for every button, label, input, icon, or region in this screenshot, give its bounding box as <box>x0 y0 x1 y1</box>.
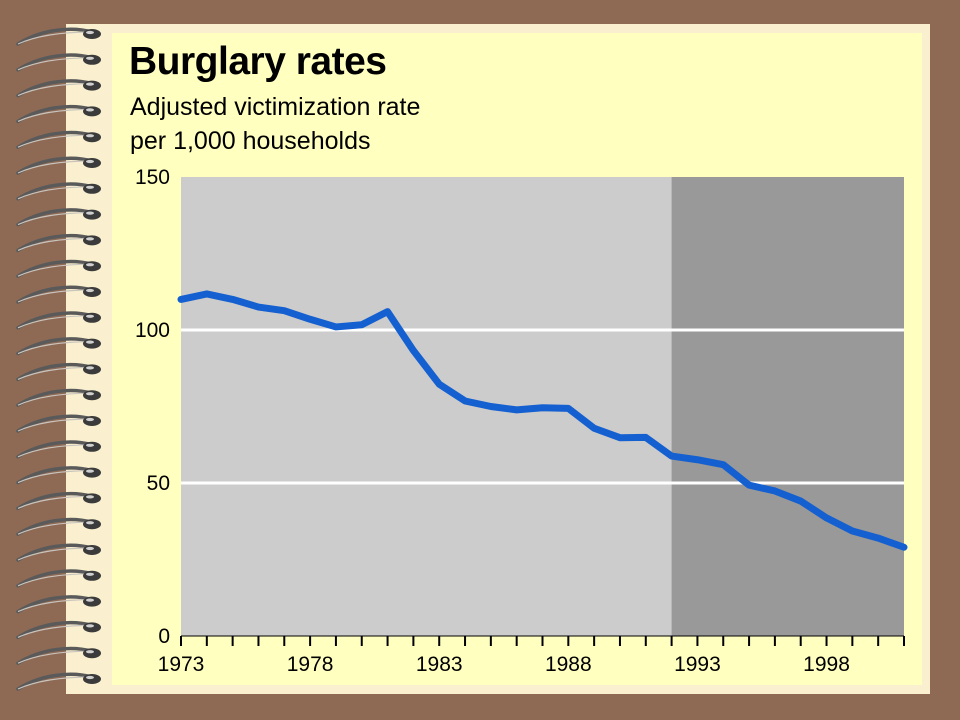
spiral-ring <box>16 491 101 511</box>
spiral-ring <box>16 233 101 253</box>
data-point <box>746 482 752 488</box>
data-point <box>591 425 597 431</box>
spiral-ring <box>16 388 101 407</box>
y-tick-label: 50 <box>147 472 170 495</box>
x-tick-label: 1998 <box>803 653 850 676</box>
data-point <box>565 405 571 411</box>
data-point <box>178 296 184 302</box>
data-point <box>281 308 287 314</box>
spiral-ring <box>16 208 101 227</box>
data-point <box>385 309 391 315</box>
spiral-ring <box>16 285 101 304</box>
spiral-ring <box>16 646 101 665</box>
y-tick-label: 150 <box>135 166 170 189</box>
spiral-ring <box>16 414 101 433</box>
data-point <box>901 544 907 550</box>
data-point <box>333 324 339 330</box>
spiral-binding <box>16 27 101 691</box>
spiral-ring <box>16 27 101 46</box>
spiral-ring <box>16 156 101 175</box>
x-tick-label: 1983 <box>416 653 463 676</box>
spiral-ring <box>16 543 101 562</box>
spiral-ring <box>16 79 101 98</box>
y-tick-label: 0 <box>158 625 170 648</box>
x-tick-label: 1973 <box>158 653 205 676</box>
spiral-ring <box>16 620 101 640</box>
spiral-ring <box>16 466 101 485</box>
data-point <box>669 453 675 459</box>
data-point <box>488 404 494 409</box>
data-point <box>643 434 649 440</box>
spiral-ring <box>16 362 101 382</box>
data-point <box>772 488 778 494</box>
spiral-ring <box>16 517 101 536</box>
x-tick-label: 1993 <box>674 653 721 676</box>
data-point <box>849 528 855 534</box>
data-point <box>255 304 261 310</box>
data-point <box>410 348 416 354</box>
data-point <box>462 398 468 404</box>
chart-subtitle-line-1: Adjusted victimization rate <box>130 93 421 121</box>
spiral-ring <box>16 672 101 691</box>
data-point <box>359 322 365 328</box>
chart-title: Burglary rates <box>129 40 387 83</box>
data-point <box>230 296 236 302</box>
data-point <box>694 457 700 463</box>
spiral-ring <box>16 104 101 124</box>
data-point <box>720 462 726 468</box>
data-point <box>307 316 313 322</box>
chart-subtitle-line-2: per 1,000 households <box>130 127 371 155</box>
y-tick-label: 100 <box>135 319 170 342</box>
data-point <box>514 407 520 413</box>
x-tick-label: 1978 <box>287 653 334 676</box>
spiral-ring <box>16 53 101 72</box>
spiral-ring <box>16 130 101 149</box>
data-point <box>204 291 210 297</box>
data-point <box>436 381 442 387</box>
spiral-ring <box>16 440 101 459</box>
data-point <box>875 535 881 541</box>
spiral-ring <box>16 259 101 278</box>
data-point <box>798 498 804 504</box>
spiral-ring <box>16 311 101 330</box>
spiral-ring <box>16 337 101 356</box>
shaded-region <box>671 177 904 636</box>
data-point <box>824 515 830 521</box>
x-tick-label: 1988 <box>545 653 592 676</box>
data-point <box>617 435 623 441</box>
spiral-ring <box>16 595 101 614</box>
spiral-ring <box>16 182 101 201</box>
data-point <box>540 405 545 411</box>
spiral-ring <box>16 569 101 588</box>
